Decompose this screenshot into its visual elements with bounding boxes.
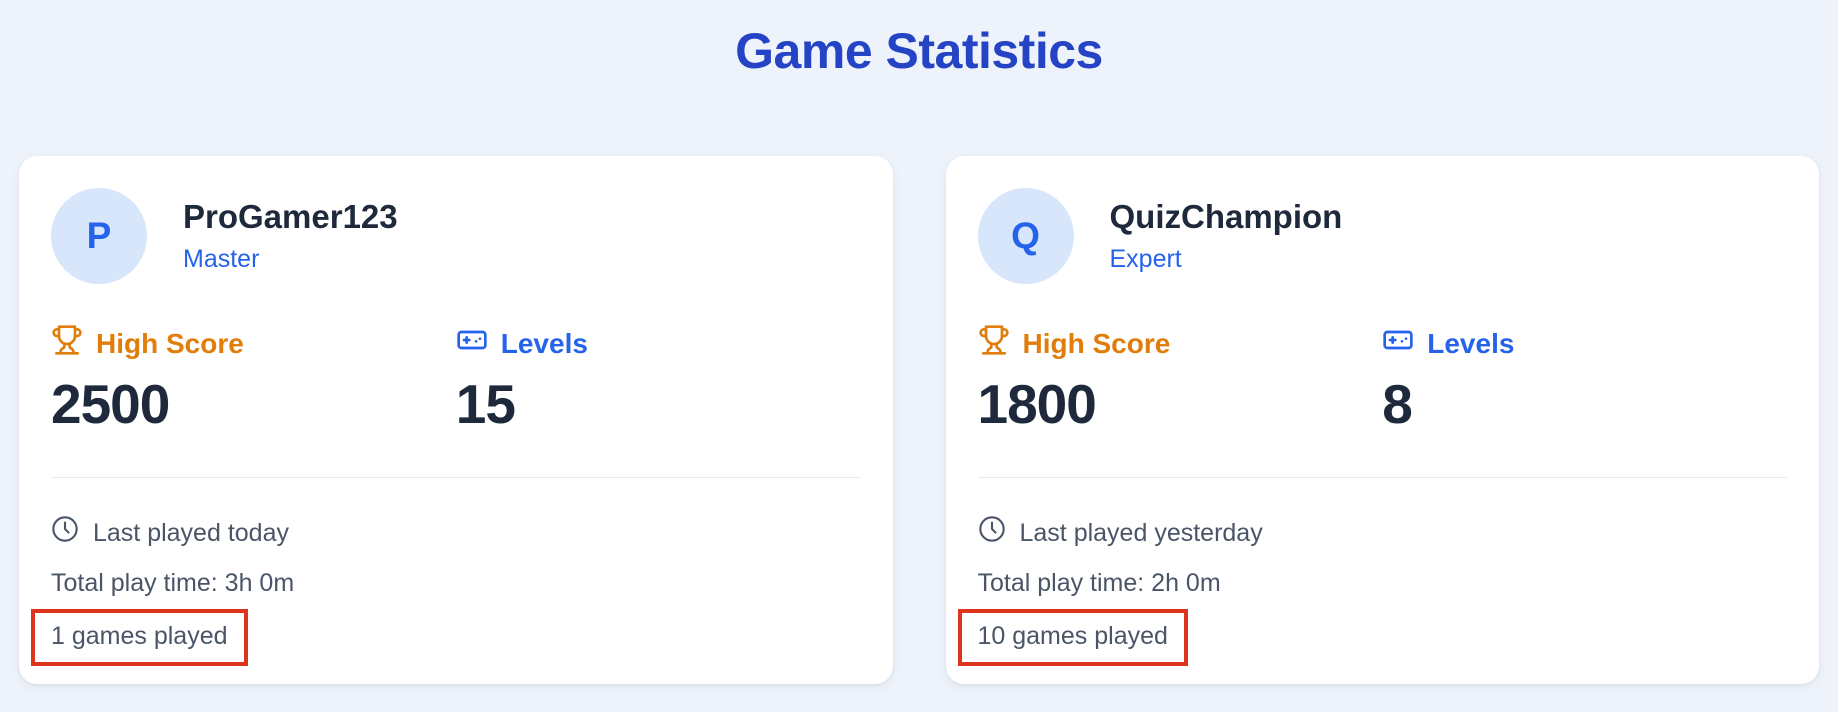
avatar: P (51, 188, 147, 284)
last-played-row: Last played yesterday (978, 515, 1788, 553)
stat-high-score: High Score 2500 (51, 324, 456, 432)
clock-icon (51, 515, 79, 553)
player-rank: Expert (1109, 245, 1182, 273)
card-divider (977, 476, 1787, 478)
stat-levels: Levels 15 (456, 324, 861, 432)
stats-grid: High Score 1800 Levels 8 (978, 324, 1788, 432)
stat-label-text: High Score (1022, 328, 1171, 359)
avatar-initial: P (86, 215, 112, 256)
stat-high-score-label-row: High Score (51, 324, 456, 364)
player-name: QuizChampion (1109, 198, 1343, 235)
stat-levels-label-row: Levels (456, 324, 861, 364)
player-identity: QuizChampion Expert (1110, 198, 1343, 274)
stat-high-score: High Score 1800 (978, 324, 1383, 432)
avatar-initial: Q (1011, 215, 1040, 256)
player-card-progamer123: P ProGamer123 Master High Score 2500 (19, 156, 893, 684)
stats-cards-container: P ProGamer123 Master High Score 2500 (0, 156, 1838, 684)
page-title: Game Statistics (735, 23, 1103, 79)
stats-grid: High Score 2500 Levels 15 (51, 324, 861, 432)
stat-high-score-label-row: High Score (978, 324, 1383, 364)
gamepad-icon (456, 324, 488, 364)
player-card-header: Q QuizChampion Expert (977, 188, 1788, 284)
trophy-icon (978, 324, 1010, 364)
stat-label-text: Levels (1427, 328, 1515, 359)
high-score-value: 2500 (51, 372, 170, 435)
last-played-text: Last played today (93, 518, 289, 547)
player-card-quizchampion: Q QuizChampion Expert High Score 1800 (945, 156, 1819, 684)
total-play-time: Total play time: 2h 0m (977, 569, 1221, 598)
player-identity: ProGamer123 Master (183, 198, 398, 274)
card-divider (51, 476, 861, 478)
card-footer: Last played yesterday Total play time: 2… (957, 515, 1788, 666)
stat-levels-label-row: Levels (1382, 324, 1787, 364)
total-play-time: Total play time: 3h 0m (51, 569, 295, 598)
levels-value: 8 (1382, 372, 1413, 435)
player-card-header: P ProGamer123 Master (51, 188, 861, 284)
clock-icon (978, 515, 1006, 553)
last-played-row: Last played today (51, 515, 861, 553)
high-score-value: 1800 (977, 372, 1097, 435)
trophy-icon (51, 324, 83, 364)
levels-value: 15 (455, 372, 516, 435)
games-played-text: 10 games played (977, 622, 1168, 651)
player-rank: Master (183, 245, 260, 273)
player-name: ProGamer123 (183, 198, 398, 235)
games-played-text: 1 games played (51, 622, 228, 651)
games-played-highlight: 1 games played (31, 609, 248, 666)
gamepad-icon (1382, 324, 1414, 364)
card-footer: Last played today Total play time: 3h 0m… (31, 515, 861, 666)
games-played-highlight: 10 games played (957, 609, 1188, 666)
stat-label-text: Levels (500, 328, 588, 359)
stat-levels: Levels 8 (1382, 324, 1787, 432)
avatar: Q (977, 188, 1074, 284)
last-played-text: Last played yesterday (1019, 518, 1263, 547)
stat-label-text: High Score (96, 328, 244, 359)
